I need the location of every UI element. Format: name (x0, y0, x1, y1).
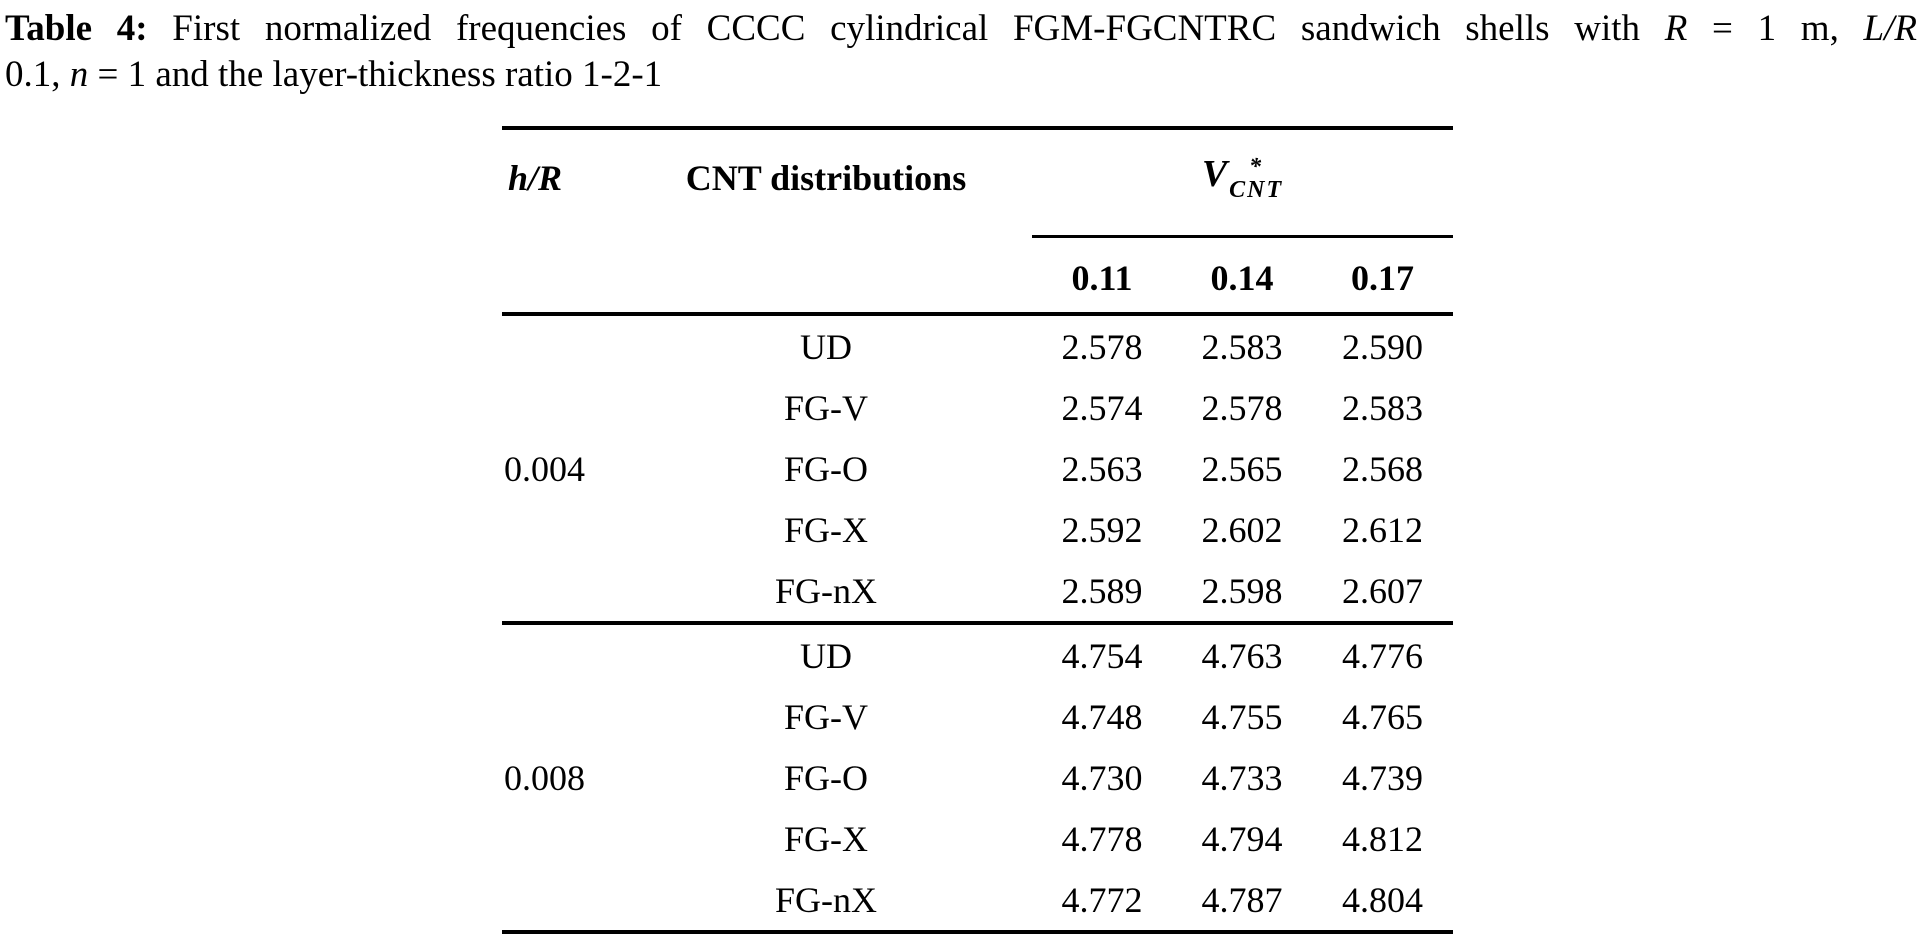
cell-hr-value: 0.008 (504, 757, 585, 798)
column-header-vcnt: V * CNT (1032, 153, 1453, 202)
table-group-0008: UD 4.754 4.763 4.776 FG-V 4.748 4.755 4.765 0.00… (502, 625, 1453, 930)
table-row: FG-X 2.592 2.602 2.612 (502, 499, 1453, 560)
caption-line-1: Table 4: First normalized frequencies of… (5, 6, 1917, 52)
cell-cnt-distribution: FG-nX (774, 570, 877, 611)
cell-frequency-value: 2.602 (1201, 509, 1283, 550)
vcnt-superscript: * (1249, 154, 1264, 180)
cell-cnt-distribution: FG-V (783, 696, 868, 737)
table-rule-bottom (502, 930, 1453, 934)
table-row: 0.008 FG-O 4.730 4.733 4.739 (502, 747, 1453, 808)
caption-segment: 0.1, (5, 54, 70, 95)
cell-cnt-distribution: UD (800, 635, 852, 676)
cell-frequency-value: 2.574 (1061, 387, 1143, 428)
table-row: UD 4.754 4.763 4.776 (502, 625, 1453, 686)
cell-hr-value: 0.004 (504, 448, 585, 489)
cell-cnt-distribution: FG-O (783, 448, 868, 489)
subheader-vcnt-014: 0.14 (1210, 258, 1274, 298)
cell-frequency-value: 2.568 (1342, 448, 1423, 489)
cell-frequency-value: 4.812 (1342, 818, 1423, 859)
table-group-0004: UD 2.578 2.583 2.590 FG-V 2.574 2.578 2.583 0.00… (502, 316, 1453, 621)
caption-segment: = 1 and the layer-thickness ratio 1-2-1 (88, 54, 663, 95)
table-row: UD 2.578 2.583 2.590 (502, 316, 1453, 377)
table-subheader-row: 0.11 0.14 0.17 (502, 238, 1453, 312)
subheader-vcnt-017: 0.17 (1351, 258, 1414, 298)
cell-cnt-distribution: FG-X (783, 509, 868, 550)
cell-frequency-value: 4.765 (1342, 696, 1423, 737)
table-rule-header-bottom (502, 312, 1453, 316)
cell-frequency-value: 2.565 (1201, 448, 1283, 489)
table-row: FG-V 4.748 4.755 4.765 (502, 686, 1453, 747)
caption-segment: n (69, 54, 89, 95)
cell-frequency-value: 2.583 (1201, 326, 1283, 367)
cell-cnt-distribution: FG-O (783, 757, 868, 798)
cell-frequency-value: 4.730 (1061, 757, 1143, 798)
table-rule-top (502, 126, 1453, 130)
cell-frequency-value: 4.794 (1201, 818, 1283, 859)
cell-cnt-distribution: FG-V (783, 387, 868, 428)
cell-frequency-value: 4.748 (1061, 696, 1143, 737)
cell-frequency-value: 2.598 (1201, 570, 1283, 611)
cell-frequency-value: 2.583 (1342, 387, 1423, 428)
cell-cnt-distribution: UD (800, 326, 852, 367)
vcnt-symbol: V * CNT (1202, 154, 1283, 202)
frequencies-table: h/R CNT distributions V * CNT 0.11 0.14 … (502, 126, 1453, 934)
caption-segment: R (1664, 8, 1688, 49)
cell-frequency-value: 4.778 (1061, 818, 1143, 859)
column-header-cnt-distributions: CNT distributions (685, 157, 967, 198)
table-row: FG-nX 2.589 2.598 2.607 (502, 560, 1453, 621)
column-header-hr: h/R (508, 157, 563, 198)
table-header-row: h/R CNT distributions V * CNT (502, 130, 1453, 235)
cell-frequency-value: 2.563 (1061, 448, 1143, 489)
caption-line-2: 0.1, n = 1 and the layer-thickness ratio… (5, 52, 1917, 98)
cell-frequency-value: 4.804 (1342, 879, 1423, 920)
cell-cnt-distribution: FG-nX (774, 879, 877, 920)
cell-frequency-value: 4.754 (1061, 635, 1143, 676)
cell-frequency-value: 2.612 (1342, 509, 1423, 550)
cell-frequency-value: 2.578 (1061, 326, 1143, 367)
vcnt-subscript: CNT (1229, 177, 1284, 203)
table-rule-vcnt-span (1032, 235, 1453, 238)
caption-segment: Table 4: (5, 8, 148, 49)
vcnt-scripts: * CNT (1229, 154, 1284, 203)
caption-segment: First normalized frequencies of CCCC cyl… (147, 8, 1665, 49)
table-row: FG-nX 4.772 4.787 4.804 (502, 869, 1453, 930)
cell-frequency-value: 2.589 (1061, 570, 1143, 611)
subheader-vcnt-011: 0.11 (1071, 258, 1133, 298)
vcnt-base: V (1201, 153, 1228, 195)
cell-frequency-value: 4.776 (1342, 635, 1423, 676)
cell-frequency-value: 4.763 (1201, 635, 1283, 676)
table-row: FG-V 2.574 2.578 2.583 (502, 377, 1453, 438)
cell-frequency-value: 2.590 (1342, 326, 1423, 367)
caption-segment: L/R (1863, 8, 1917, 49)
table-caption: Table 4: First normalized frequencies of… (5, 6, 1917, 98)
cell-frequency-value: 2.607 (1342, 570, 1423, 611)
cell-cnt-distribution: FG-X (783, 818, 868, 859)
cell-frequency-value: 4.787 (1201, 879, 1283, 920)
caption-segment: = 1 m, (1687, 8, 1864, 49)
table-row: FG-X 4.778 4.794 4.812 (502, 808, 1453, 869)
cell-frequency-value: 4.733 (1201, 757, 1283, 798)
table-rule-group-separator (502, 621, 1453, 625)
cell-frequency-value: 4.739 (1342, 757, 1423, 798)
table-row: 0.004 FG-O 2.563 2.565 2.568 (502, 438, 1453, 499)
cell-frequency-value: 4.772 (1061, 879, 1143, 920)
cell-frequency-value: 4.755 (1201, 696, 1283, 737)
cell-frequency-value: 2.578 (1201, 387, 1283, 428)
cell-frequency-value: 2.592 (1061, 509, 1143, 550)
